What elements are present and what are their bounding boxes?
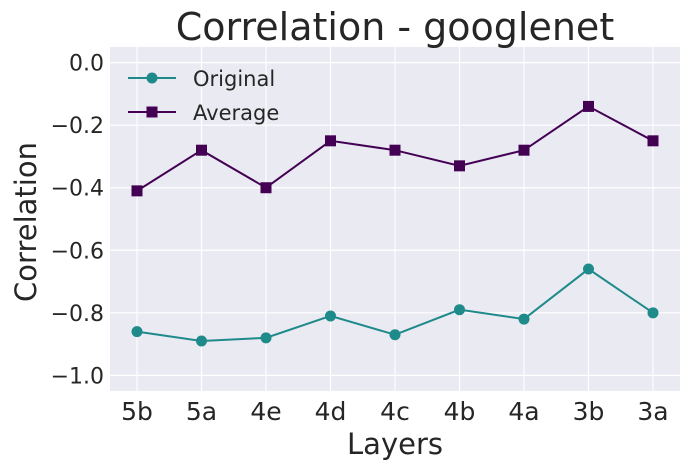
legend-label-average: Average xyxy=(193,101,279,125)
data-point-original xyxy=(518,313,530,325)
x-tick-label: 4d xyxy=(315,397,347,426)
chart-title: Correlation - googlenet xyxy=(176,5,614,49)
data-point-average xyxy=(389,144,401,156)
x-tick-label: 4e xyxy=(250,397,281,426)
x-tick-label: 3a xyxy=(637,397,668,426)
data-point-average xyxy=(131,185,143,197)
y-tick-label: 0.0 xyxy=(69,52,104,77)
data-point-average xyxy=(583,100,594,112)
y-tick-label: −0.8 xyxy=(51,302,104,327)
data-point-original xyxy=(260,332,272,344)
data-point-original xyxy=(196,335,207,347)
series-original xyxy=(131,263,659,347)
y-tick-label: −0.2 xyxy=(51,114,104,139)
x-tick-label: 5a xyxy=(186,397,217,426)
legend-entry-average: Average xyxy=(128,101,279,125)
legend-entry-original: Original xyxy=(128,67,275,91)
legend-label-original: Original xyxy=(193,67,275,91)
legend-marker-original xyxy=(146,72,158,84)
y-axis-label: Correlation xyxy=(9,142,43,302)
x-tick-label: 4c xyxy=(380,397,410,426)
tick-labels: 0.0 −0.2 −0.4 −0.6 −0.8 −1.0 5b 5a 4e 4d 4c 4b 4a 3b 3… xyxy=(51,52,669,426)
legend-marker-average xyxy=(146,106,158,118)
x-tick-label: 4a xyxy=(508,397,539,426)
data-point-original xyxy=(454,304,465,316)
x-tick-label: 4b xyxy=(444,397,476,426)
data-point-average xyxy=(518,144,530,156)
data-point-average xyxy=(325,135,336,147)
data-point-original xyxy=(647,307,659,319)
x-tick-label: 3b xyxy=(573,397,605,426)
data-point-original xyxy=(131,326,143,338)
x-axis-label: Layers xyxy=(347,427,443,461)
y-tick-label: −0.4 xyxy=(51,177,104,202)
data-point-original xyxy=(583,263,594,275)
data-point-average xyxy=(647,135,659,147)
series-average xyxy=(131,100,659,197)
data-point-original xyxy=(389,329,401,341)
y-tick-label: −1.0 xyxy=(51,364,104,389)
series-layer xyxy=(131,100,659,347)
x-tick-label: 5b xyxy=(121,397,153,426)
data-point-average xyxy=(196,144,207,156)
data-point-average xyxy=(260,182,272,194)
legend: Original Average xyxy=(128,67,279,125)
data-point-average xyxy=(454,160,465,172)
y-tick-label: −0.6 xyxy=(51,239,104,264)
data-point-original xyxy=(325,310,336,322)
